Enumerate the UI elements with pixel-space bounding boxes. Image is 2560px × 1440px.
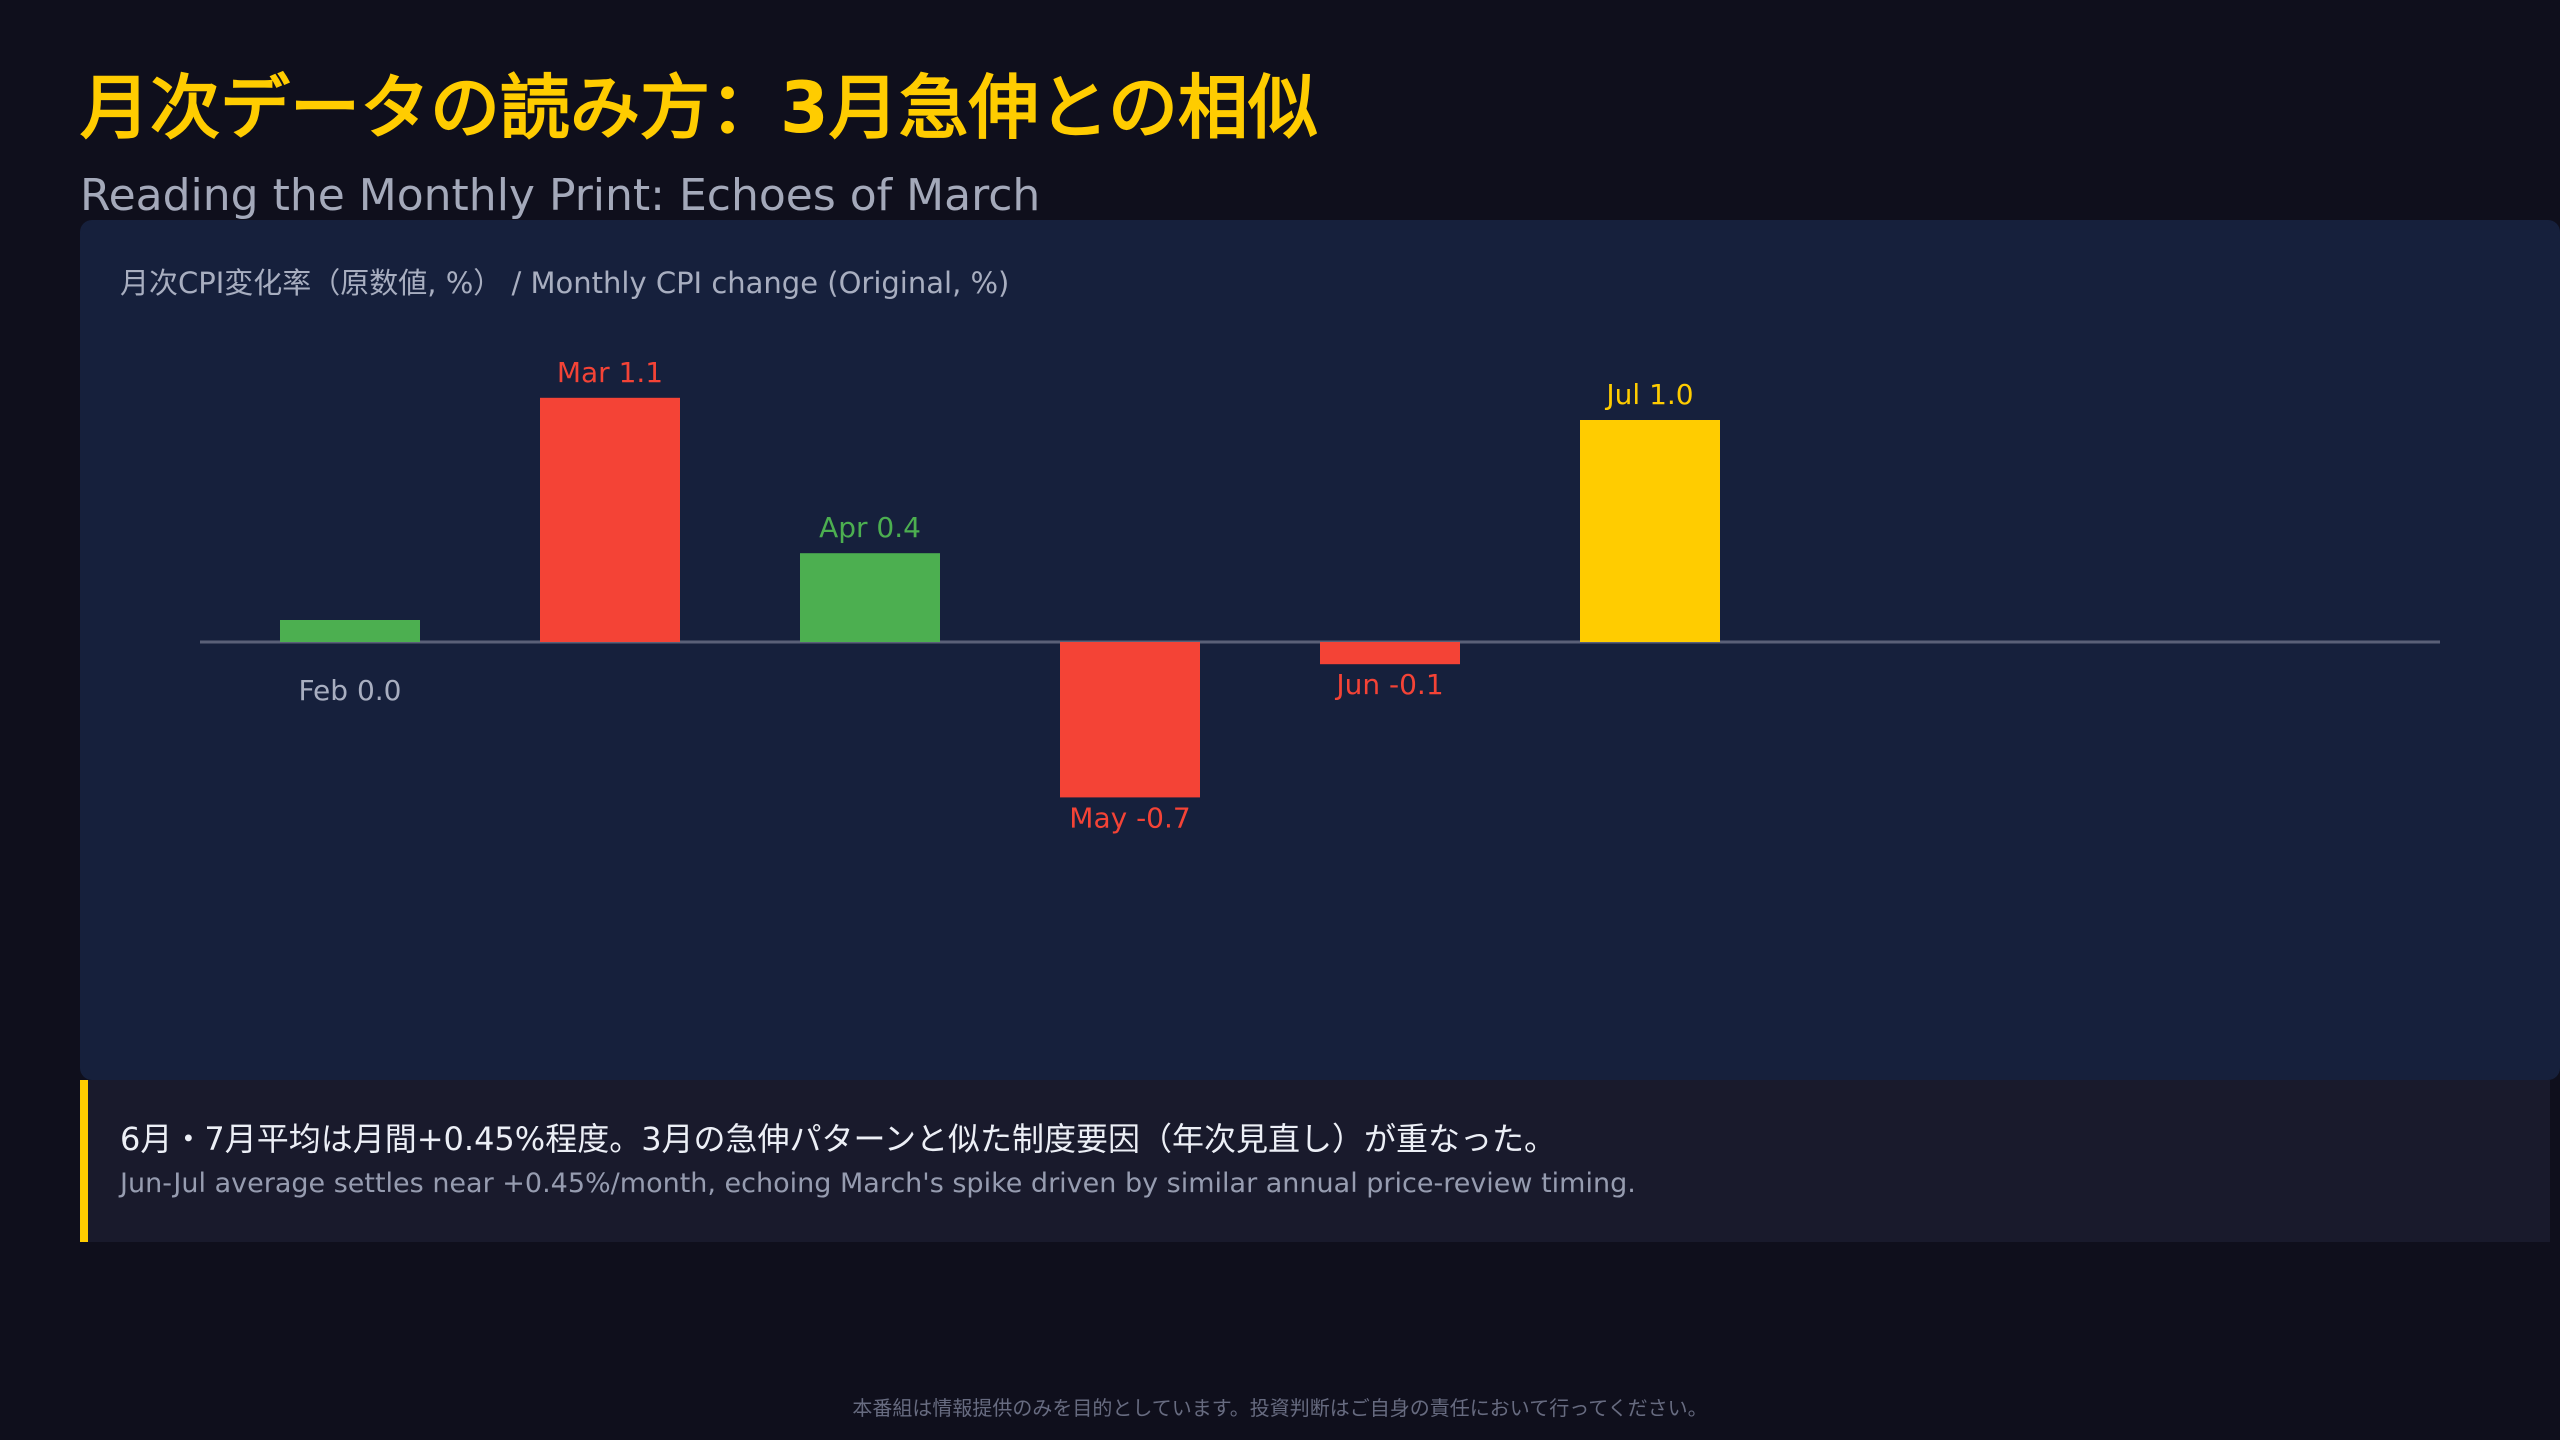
note-english: Jun-Jul average settles near +0.45%/mont… bbox=[120, 1168, 1636, 1199]
data-label-may: May -0.7 bbox=[1069, 801, 1190, 834]
page-title: 月次データの読み方：3月急伸との相似 bbox=[80, 67, 1319, 149]
data-label-apr: Apr 0.4 bbox=[819, 511, 921, 544]
data-label-jul: Jul 1.0 bbox=[1604, 378, 1693, 411]
disclaimer: 本番組は情報提供のみを目的としています。投資判断はご自身の責任において行ってくだ… bbox=[852, 1396, 1708, 1420]
bar-chart: Feb 0.0 Mar 1.1 Apr 0.4 May -0.7 Jun -0.1 Jul… bbox=[200, 356, 2440, 834]
data-label-feb: Feb 0.0 bbox=[298, 674, 401, 707]
takeaway-note: 6月・7月平均は月間+0.45%程度。3月の急伸パターンと似た制度要因（年次見直… bbox=[80, 1080, 2550, 1242]
bar-feb bbox=[280, 620, 420, 642]
bar-jul bbox=[1580, 420, 1720, 642]
bar-mar bbox=[540, 397, 680, 642]
chart-label: 月次CPI変化率（原数値, %） / Monthly CPI change (O… bbox=[120, 266, 1010, 300]
page-subtitle: Reading the Monthly Print: Echoes of Mar… bbox=[80, 170, 1041, 221]
note-japanese: 6月・7月平均は月間+0.45%程度。3月の急伸パターンと似た制度要因（年次見直… bbox=[120, 1120, 1556, 1158]
bar-jun bbox=[1320, 642, 1460, 665]
bar-apr bbox=[800, 553, 940, 642]
data-label-mar: Mar 1.1 bbox=[557, 356, 663, 389]
bar-may bbox=[1060, 642, 1200, 798]
chart-panel: 月次CPI変化率（原数値, %） / Monthly CPI change (O… bbox=[80, 220, 2560, 1080]
data-label-jun: Jun -0.1 bbox=[1334, 668, 1443, 701]
